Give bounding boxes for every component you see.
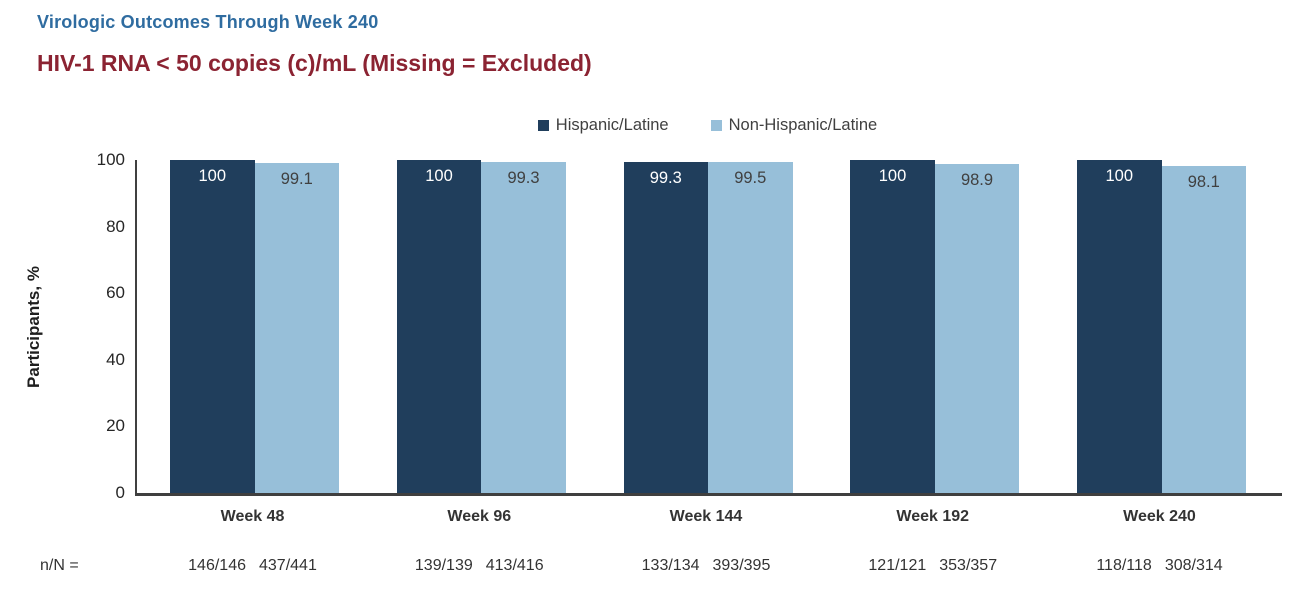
bar-value-label: 100 [425, 167, 453, 185]
bar-value-label: 99.5 [734, 168, 767, 187]
chart-legend: Hispanic/Latine Non-Hispanic/Latine [135, 116, 1280, 135]
bar-non-hispanic-latine: 99.3 [481, 162, 566, 493]
legend-label: Non-Hispanic/Latine [728, 116, 878, 134]
bar-value-label: 98.1 [1187, 173, 1220, 192]
x-axis-label: Week 144 [669, 508, 743, 525]
bar-value-label: 98.9 [960, 170, 994, 189]
bar-non-hispanic-latine: 99.1 [254, 163, 339, 493]
bar-group: 100 99.1 [170, 160, 339, 493]
n-over-N-value: 437/441 [259, 557, 317, 574]
bar-value-label: 99.3 [507, 169, 540, 188]
legend-label: Hispanic/Latine [555, 116, 669, 134]
bars-row: 100 99.1 100 99.3 99.3 99.5 100 98.9 100 98.1 [137, 160, 1282, 493]
bar-hispanic-latine: 100 [1077, 160, 1162, 493]
legend-swatch-icon [537, 120, 549, 131]
n-over-N-value: 118/118 [1096, 557, 1152, 574]
x-axis-label: Week 240 [1123, 508, 1196, 525]
y-tick-label: 60 [106, 283, 125, 303]
y-tick-label: 0 [115, 483, 125, 502]
n-over-N-row: 146/146 437/441 139/139 413/416 133/134 393/3… [135, 557, 1280, 575]
n-over-N-value: 146/146 [188, 557, 246, 574]
bar-non-hispanic-latine: 98.1 [1161, 166, 1246, 493]
n-over-N-value: 308/314 [1164, 557, 1223, 574]
bar-hispanic-latine: 100 [396, 160, 482, 493]
bar-non-hispanic-latine: 98.9 [934, 163, 1020, 493]
bar-hispanic-latine: 99.3 [623, 162, 708, 493]
plot-area: 100 99.1 100 99.3 99.3 99.5 100 98.9 100 98.1 [135, 160, 1282, 496]
bar-group: 100 98.1 [1077, 160, 1246, 493]
x-axis-label: Week 192 [896, 508, 970, 525]
y-tick-label: 80 [106, 216, 125, 236]
legend-item-non-hispanic-latine: Non-Hispanic/Latine [710, 116, 878, 135]
y-tick-label: 40 [106, 349, 125, 369]
bar-value-label: 99.1 [280, 170, 313, 188]
legend-swatch-icon [710, 120, 722, 131]
bar-group: 100 98.9 [850, 160, 1020, 493]
bar-value-label: 99.3 [649, 169, 682, 188]
legend-item-hispanic-latine: Hispanic/Latine [537, 116, 669, 135]
page-title: Virologic Outcomes Through Week 240 [37, 12, 379, 32]
n-over-N-value: 393/395 [712, 557, 771, 574]
n-over-N-prefix: n/N = [40, 557, 79, 574]
chart-subtitle: HIV-1 RNA < 50 copies (c)/mL (Missing = … [37, 50, 592, 76]
x-axis-label: Week 48 [220, 508, 285, 525]
n-over-N-cell: 146/146 437/441 [168, 557, 337, 575]
y-tick-label: 100 [96, 150, 125, 169]
bar-group: 100 99.3 [396, 160, 566, 493]
n-over-N-value: 133/134 [641, 557, 700, 574]
n-over-N-cell: 118/118 308/314 [1075, 557, 1244, 575]
bar-non-hispanic-latine: 99.5 [708, 161, 793, 493]
n-over-N-cell: 133/134 393/395 [622, 557, 791, 575]
n-over-N-value: 121/121 [868, 557, 927, 574]
bar-hispanic-latine: 100 [850, 160, 935, 493]
x-axis-label: Week 96 [447, 508, 512, 525]
x-axis-labels: Week 48 Week 96 Week 144 Week 192 Week 240 [135, 508, 1280, 526]
y-axis-ticks: 0 20 40 60 80 100 [0, 151, 125, 501]
n-over-N-cell: 139/139 413/416 [395, 557, 564, 575]
bar-value-label: 100 [878, 167, 907, 185]
bar-group: 99.3 99.5 [623, 160, 793, 493]
n-over-N-value: 353/357 [939, 557, 998, 574]
bar-hispanic-latine: 100 [170, 160, 255, 493]
bar-value-label: 100 [198, 167, 227, 185]
n-over-N-cell: 121/121 353/357 [848, 557, 1017, 575]
y-tick-label: 20 [106, 416, 125, 436]
bar-value-label: 100 [1105, 167, 1134, 185]
n-over-N-value: 413/416 [485, 557, 544, 574]
n-over-N-value: 139/139 [414, 557, 473, 574]
